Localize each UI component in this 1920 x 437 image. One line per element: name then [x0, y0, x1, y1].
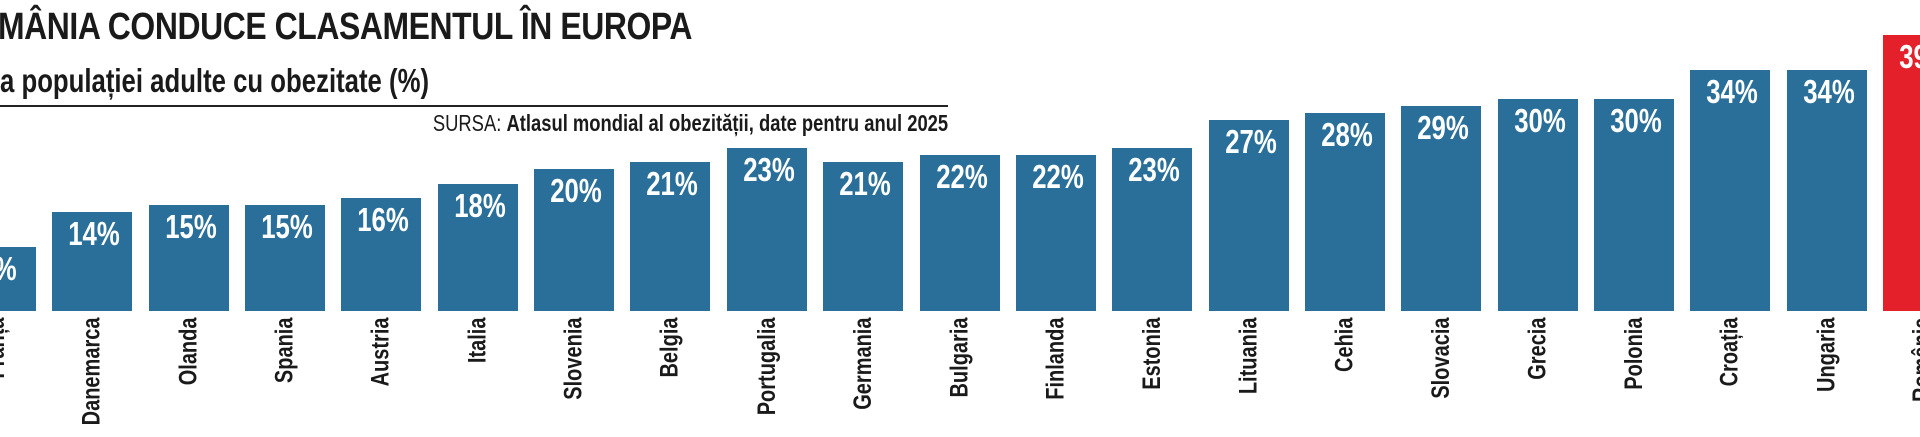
bar	[1786, 70, 1867, 311]
value-label: 34%	[1802, 73, 1855, 111]
bar	[1690, 70, 1771, 311]
category-label: Olanda	[173, 317, 202, 385]
value-label: 20%	[550, 172, 602, 210]
bar	[1883, 34, 1920, 311]
source-label: SURSA:	[432, 110, 502, 136]
category-label: Finlanda	[1041, 317, 1070, 400]
bar	[1015, 155, 1096, 311]
bar	[726, 148, 807, 311]
value-label: 22%	[935, 158, 988, 196]
category-label: Cehia	[1330, 317, 1359, 372]
category-label: Italia	[463, 317, 492, 363]
value-label: 30%	[1513, 101, 1566, 139]
bar	[341, 197, 422, 311]
category-label: Polonia	[1619, 317, 1648, 390]
bar	[148, 204, 229, 311]
value-label: 22%	[1032, 158, 1084, 196]
bar	[823, 162, 904, 311]
category-label: Grecia	[1522, 317, 1551, 380]
value-label: 15%	[164, 207, 217, 245]
value-label: 29%	[1417, 108, 1470, 146]
value-label: 39%	[1899, 37, 1920, 75]
bar	[919, 155, 1000, 311]
bar	[0, 247, 36, 311]
chart-source: SURSA: Atlasul mondial al obezității, da…	[433, 110, 948, 137]
bar	[630, 162, 711, 311]
category-label: Franța	[0, 317, 10, 379]
bar	[245, 204, 326, 311]
value-label: 14%	[68, 214, 121, 252]
category-label: Austria	[367, 317, 396, 386]
value-label: 34%	[1706, 73, 1759, 111]
bar	[52, 211, 133, 311]
bar	[1497, 98, 1578, 311]
category-label: Croația	[1715, 317, 1744, 386]
value-label: 28%	[1321, 115, 1373, 153]
bar	[1208, 119, 1289, 311]
bar	[437, 183, 518, 311]
category-label: Germania	[848, 317, 877, 410]
value-label: 23%	[1128, 151, 1180, 189]
category-label: Bulgaria	[945, 317, 974, 398]
bar	[1112, 148, 1193, 311]
category-label: Portugalia	[752, 317, 781, 415]
bar	[534, 169, 615, 311]
category-label: Danemarca	[77, 317, 106, 425]
value-label: 16%	[357, 200, 410, 238]
bar	[1401, 105, 1482, 311]
value-label: 21%	[646, 165, 699, 203]
value-label: 27%	[1224, 122, 1277, 160]
category-label: Estonia	[1137, 317, 1166, 390]
title-rule	[0, 105, 948, 107]
category-label: Belgia	[655, 317, 684, 378]
value-label: 30%	[1610, 101, 1662, 139]
category-label: România	[1908, 317, 1920, 402]
chart-subtitle: a populației adulte cu obezitate (%)	[0, 62, 430, 99]
bar	[1593, 98, 1674, 311]
bar	[1304, 112, 1385, 311]
value-label: 15%	[261, 207, 313, 245]
value-label: 23%	[743, 151, 795, 189]
category-label: Slovacia	[1427, 317, 1456, 399]
value-label: 21%	[839, 165, 891, 203]
value-label: 9%	[0, 250, 45, 288]
category-label: Slovenia	[559, 317, 588, 400]
value-label: 18%	[453, 186, 506, 224]
category-label: Spania	[270, 317, 299, 383]
source-text: Atlasul mondial al obezității, date pent…	[506, 110, 948, 136]
category-label: Lituania	[1233, 317, 1262, 394]
chart-title: MÂNIA CONDUCE CLASAMENTUL ÎN EUROPA	[0, 6, 693, 48]
category-label: Ungaria	[1812, 317, 1841, 392]
